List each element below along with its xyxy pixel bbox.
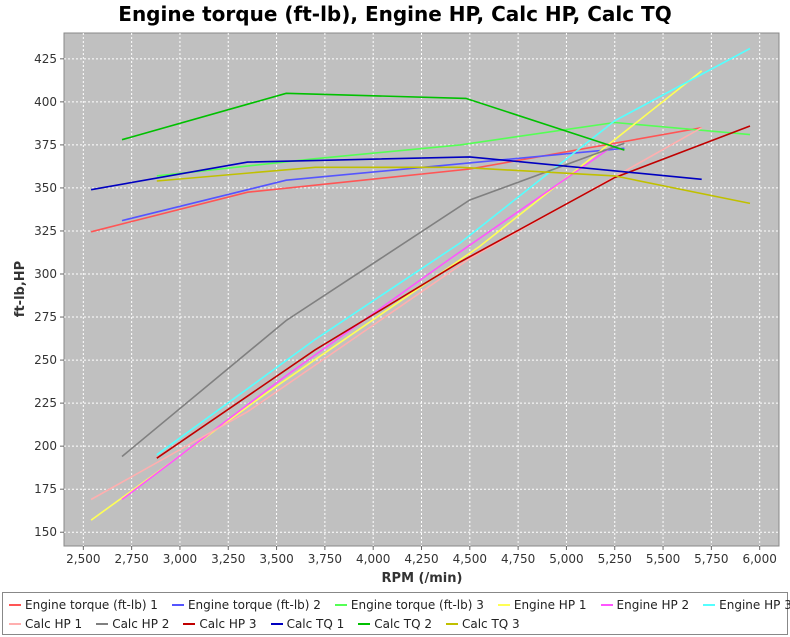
x-tick-label: 4,250 bbox=[404, 552, 438, 566]
legend-label: Engine torque (ft-lb) 3 bbox=[350, 598, 484, 612]
legend-label: Engine torque (ft-lb) 1 bbox=[25, 598, 158, 612]
x-tick-label: 4,500 bbox=[453, 552, 487, 566]
y-axis-ticks: 150 175 200 225 250 275 300 325 350 375 400 425 bbox=[34, 52, 64, 539]
y-tick-label: 350 bbox=[34, 181, 57, 195]
y-axis-label: ft-lb,HP bbox=[13, 261, 28, 317]
legend-label: Engine HP 3 bbox=[719, 598, 790, 612]
series-line bbox=[156, 121, 751, 177]
y-tick-label: 325 bbox=[34, 224, 57, 238]
legend-swatch bbox=[703, 604, 716, 606]
legend-label: Calc TQ 2 bbox=[374, 617, 432, 631]
legend-entry: Calc HP 3 bbox=[183, 617, 257, 631]
legend-label: Engine torque (ft-lb) 2 bbox=[187, 598, 321, 612]
series-line bbox=[121, 92, 625, 151]
x-tick-label: 6,000 bbox=[742, 552, 776, 566]
x-tick-label: 5,500 bbox=[646, 552, 680, 566]
x-axis-ticks: 2,500 2,750 3,000 3,250 3,500 3,750 4,000 4,250… bbox=[66, 546, 777, 566]
legend-label: Calc HP 1 bbox=[25, 617, 83, 631]
series-line bbox=[156, 166, 751, 205]
legend-entry: Engine torque (ft-lb) 1 bbox=[9, 598, 158, 612]
legend-label: Calc HP 3 bbox=[199, 617, 257, 631]
x-tick-label: 5,000 bbox=[549, 552, 583, 566]
x-tick-label: 5,250 bbox=[598, 552, 632, 566]
legend-entry: Calc HP 1 bbox=[9, 617, 82, 631]
x-tick-label: 3,250 bbox=[211, 552, 245, 566]
x-tick-label: 4,000 bbox=[356, 552, 390, 566]
legend-entry: Engine HP 3 bbox=[703, 598, 790, 612]
legend-label: Engine HP 2 bbox=[616, 598, 690, 612]
x-tick-label: 5,750 bbox=[694, 552, 728, 566]
x-axis-label: RPM (/min) bbox=[382, 571, 463, 586]
x-tick-label: 3,750 bbox=[308, 552, 342, 566]
grid-lines bbox=[64, 33, 779, 546]
legend-row: Calc HP 1 Calc HP 2 Calc HP 3 Calc TQ 1 Calc… bbox=[9, 616, 534, 632]
legend-swatch bbox=[270, 623, 283, 625]
series-line bbox=[90, 156, 702, 191]
y-tick-label: 275 bbox=[34, 310, 57, 324]
x-tick-label: 2,500 bbox=[66, 552, 100, 566]
legend-entry: Engine HP 2 bbox=[600, 598, 690, 612]
legend-label: Calc TQ 1 bbox=[286, 617, 345, 631]
legend-swatch bbox=[445, 623, 458, 625]
y-tick-label: 425 bbox=[34, 52, 57, 66]
legend-label: Calc HP 2 bbox=[112, 617, 170, 631]
legend: Engine torque (ft-lb) 1 Engine torque (ft… bbox=[2, 592, 790, 635]
series-line bbox=[121, 147, 625, 222]
legend-swatch bbox=[600, 604, 613, 606]
x-tick-label: 3,500 bbox=[259, 552, 293, 566]
legend-entry: Calc TQ 1 bbox=[270, 617, 345, 631]
legend-swatch bbox=[497, 604, 510, 606]
legend-swatch bbox=[9, 604, 21, 606]
series-line bbox=[156, 47, 751, 456]
legend-entry: Calc TQ 2 bbox=[358, 617, 432, 631]
series-line bbox=[156, 125, 751, 459]
legend-entry: Calc TQ 3 bbox=[445, 617, 520, 631]
legend-swatch bbox=[183, 623, 196, 625]
y-tick-label: 175 bbox=[34, 482, 57, 496]
legend-label: Engine HP 1 bbox=[513, 598, 587, 612]
legend-swatch bbox=[334, 604, 347, 606]
y-tick-label: 250 bbox=[34, 353, 57, 367]
y-tick-label: 200 bbox=[34, 439, 57, 453]
x-tick-label: 4,750 bbox=[501, 552, 535, 566]
legend-swatch bbox=[96, 623, 109, 625]
legend-entry: Engine HP 1 bbox=[497, 598, 587, 612]
x-tick-label: 2,750 bbox=[114, 552, 148, 566]
y-tick-label: 150 bbox=[34, 525, 57, 539]
series-line bbox=[90, 126, 702, 233]
legend-entry: Engine torque (ft-lb) 3 bbox=[334, 598, 484, 612]
y-tick-label: 225 bbox=[34, 396, 57, 410]
legend-swatch bbox=[171, 604, 184, 606]
y-tick-label: 375 bbox=[34, 138, 57, 152]
legend-row: Engine torque (ft-lb) 1 Engine torque (ft… bbox=[9, 597, 790, 613]
legend-entry: Calc HP 2 bbox=[96, 617, 169, 631]
legend-swatch bbox=[9, 623, 21, 625]
y-tick-label: 300 bbox=[34, 267, 57, 281]
chart-title: Engine torque (ft-lb), Engine HP, Calc H… bbox=[118, 2, 671, 26]
y-tick-label: 400 bbox=[34, 95, 57, 109]
legend-swatch bbox=[358, 623, 371, 625]
x-tick-label: 3,000 bbox=[163, 552, 197, 566]
legend-label: Calc TQ 3 bbox=[461, 617, 520, 631]
series-lines bbox=[90, 47, 751, 521]
legend-entry: Engine torque (ft-lb) 2 bbox=[171, 598, 321, 612]
